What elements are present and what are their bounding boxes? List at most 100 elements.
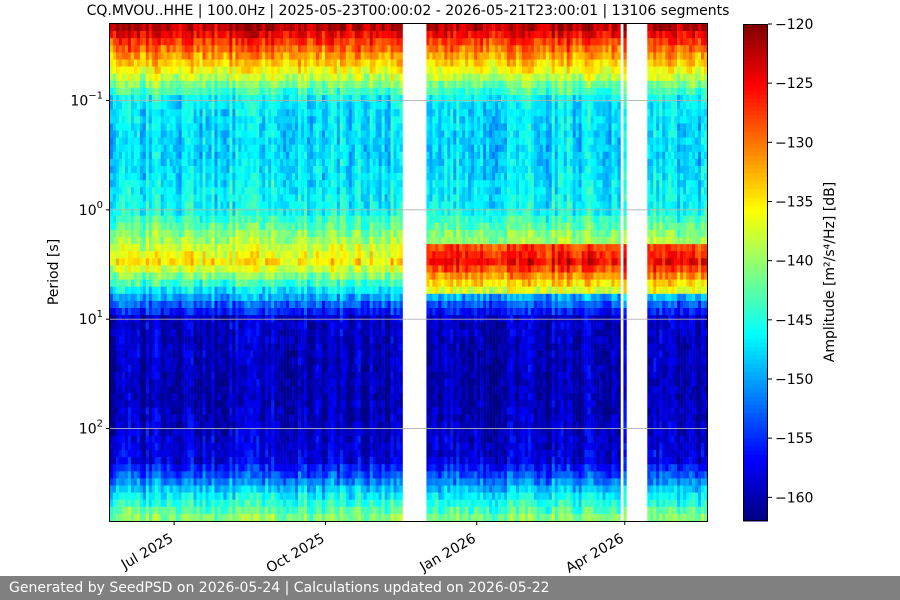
heatmap-cell [318, 428, 323, 437]
heatmap-cell [312, 80, 317, 89]
heatmap-cell [118, 102, 123, 110]
heatmap-cell [130, 492, 135, 500]
heatmap-cell [310, 208, 314, 216]
heatmap-cell [151, 166, 156, 174]
heatmap-cell [223, 499, 227, 508]
heatmap-cell [286, 59, 290, 67]
heatmap-cell [220, 478, 224, 486]
heatmap-cell [226, 38, 230, 46]
heatmap-cell [304, 38, 308, 46]
heatmap-cell [121, 293, 126, 302]
heatmap-cell [157, 222, 162, 231]
heatmap-cell [190, 407, 194, 415]
heatmap-cell [256, 286, 260, 295]
heatmap-cell [163, 215, 168, 224]
heatmap-cell [142, 237, 147, 245]
heatmap-cell [196, 194, 200, 202]
heatmap-cell [247, 109, 251, 117]
heatmap-cell [214, 485, 218, 493]
heatmap-cell [112, 300, 117, 309]
heatmap-cell [318, 293, 323, 302]
heatmap-cell [307, 151, 311, 160]
heatmap-cell [235, 471, 239, 479]
heatmap-cell [238, 506, 242, 515]
heatmap-cell [253, 59, 257, 67]
heatmap-cell [262, 414, 266, 422]
heatmap-cell [295, 52, 299, 60]
heatmap-cell [208, 59, 212, 67]
heatmap-cell [115, 308, 120, 316]
heatmap-cell [301, 300, 305, 309]
heatmap-cell [202, 151, 206, 160]
heatmap-cell [118, 336, 123, 344]
heatmap-cell [223, 435, 227, 444]
heatmap-cell [208, 393, 212, 401]
heatmap-cell [172, 130, 176, 138]
heatmap-cell [307, 414, 311, 422]
heatmap-cell [160, 151, 165, 160]
heatmap-cell [178, 357, 182, 366]
heatmap-cell [217, 279, 221, 287]
heatmap-cell [268, 215, 272, 224]
heatmap-cell [283, 38, 287, 46]
heatmap-cell [295, 116, 299, 124]
heatmap-cell [256, 357, 260, 366]
heatmap-cell [112, 194, 117, 202]
heatmap-cell [190, 251, 194, 259]
heatmap-cell [211, 435, 215, 444]
heatmap-cell [250, 66, 254, 74]
heatmap-cell [318, 336, 323, 344]
heatmap-cell [202, 31, 206, 39]
heatmap-cell [181, 407, 185, 415]
heatmap-cell [145, 151, 150, 160]
heatmap-cell [265, 229, 269, 238]
heatmap-cell [184, 471, 188, 479]
heatmap-cell [289, 144, 293, 153]
heatmap-cell [295, 393, 299, 401]
heatmap-cell [127, 322, 132, 330]
heatmap-cell [175, 215, 179, 224]
heatmap-cell [202, 38, 206, 46]
heatmap-cell [208, 215, 212, 224]
heatmap-cell [205, 450, 209, 458]
heatmap-cell [318, 414, 323, 422]
heatmap-cell [124, 144, 129, 153]
heatmap-cell [199, 272, 203, 280]
heatmap-cell [163, 237, 168, 245]
heatmap-cell [190, 357, 194, 366]
heatmap-cell [241, 237, 245, 245]
heatmap-cell [184, 59, 188, 67]
heatmap-cell [271, 194, 275, 202]
heatmap-cell [145, 435, 150, 444]
heatmap-cell [133, 478, 138, 486]
heatmap-cell [307, 102, 311, 110]
heatmap-cell [157, 471, 162, 479]
heatmap-cell [205, 222, 209, 231]
heatmap-cell [124, 166, 129, 174]
heatmap-cell [220, 492, 224, 500]
heatmap-cell [321, 158, 326, 167]
heatmap-cell [178, 229, 182, 238]
heatmap-cell [268, 464, 272, 472]
heatmap-cell [220, 130, 224, 138]
heatmap-cell [304, 102, 308, 110]
heatmap-cell [301, 116, 305, 124]
heatmap-cell [232, 201, 236, 209]
heatmap-cell [271, 407, 275, 415]
heatmap-cell [205, 485, 209, 493]
heatmap-cell [175, 201, 179, 209]
heatmap-cell [166, 38, 170, 46]
heatmap-cell [130, 478, 135, 486]
heatmap-cell [298, 24, 302, 32]
heatmap-cell [250, 286, 254, 295]
heatmap-cell [115, 66, 120, 74]
heatmap-cell [238, 407, 242, 415]
heatmap-cell [130, 450, 135, 458]
heatmap-cell [312, 350, 317, 358]
heatmap-cell [321, 87, 326, 96]
heatmap-cell [175, 73, 179, 82]
heatmap-cell [154, 123, 159, 131]
heatmap-cell [139, 279, 144, 287]
heatmap-cell [277, 38, 281, 46]
heatmap-cell [315, 400, 320, 408]
